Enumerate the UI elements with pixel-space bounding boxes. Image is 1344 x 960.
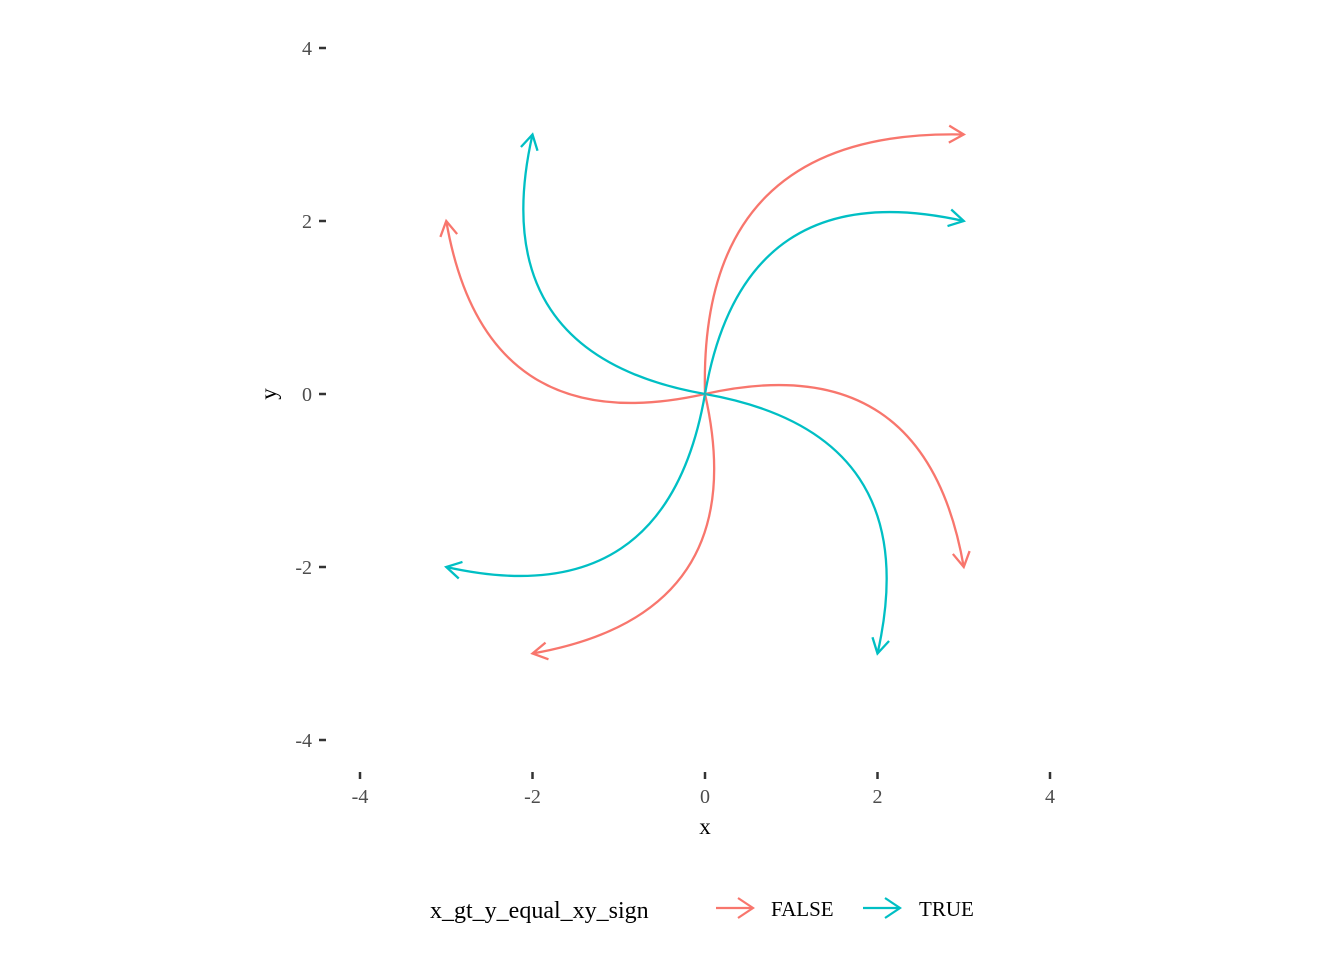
arrow-head <box>444 560 463 580</box>
x-tick-label: -2 <box>524 786 541 808</box>
x-tick-label: -4 <box>352 786 369 808</box>
curve-line <box>704 392 888 654</box>
arrow-head <box>871 636 890 656</box>
curve-line <box>703 210 965 395</box>
curve-line <box>445 220 706 405</box>
y-tick-label: -2 <box>295 557 312 579</box>
legend-key-true <box>863 897 902 919</box>
curve-false <box>530 393 716 661</box>
curve-line <box>704 383 965 568</box>
x-tick-label: 0 <box>700 786 710 808</box>
legend: x_gt_y_equal_xy_sign FALSE TRUE <box>430 897 974 924</box>
y-tick-label: -4 <box>295 730 312 752</box>
arrow-head <box>520 132 539 152</box>
y-tick-label: 0 <box>302 384 312 406</box>
curve-true <box>520 132 706 396</box>
x-axis-title: x <box>699 814 711 839</box>
curve-false <box>704 383 971 570</box>
arrow-head <box>530 641 549 661</box>
curve-line <box>703 133 964 395</box>
curve-true <box>444 393 707 580</box>
x-tick-label: 4 <box>1045 786 1055 808</box>
arrow-head <box>947 208 966 228</box>
y-tick-label: 2 <box>302 211 312 233</box>
legend-label-true: TRUE <box>919 897 974 921</box>
curve-true <box>703 208 966 395</box>
y-tick-label: 4 <box>302 38 312 60</box>
legend-title: x_gt_y_equal_xy_sign <box>430 898 649 924</box>
curve-line <box>532 393 716 655</box>
legend-key-false <box>716 897 755 919</box>
curve-line <box>522 134 706 396</box>
arrow-head <box>951 550 971 570</box>
curve-false <box>703 124 967 395</box>
arrow-head <box>948 124 967 144</box>
y-axis-title: y <box>256 388 281 400</box>
x-tick-label: 2 <box>873 786 883 808</box>
axes: -4 -2 0 2 4 4 2 0 -2 -4 <box>295 38 1055 808</box>
curve-false <box>439 218 706 405</box>
arrow-head <box>439 218 459 238</box>
curve-true <box>704 392 890 656</box>
legend-label-false: FALSE <box>771 897 834 921</box>
curve-line <box>445 393 707 578</box>
curves <box>439 124 971 661</box>
